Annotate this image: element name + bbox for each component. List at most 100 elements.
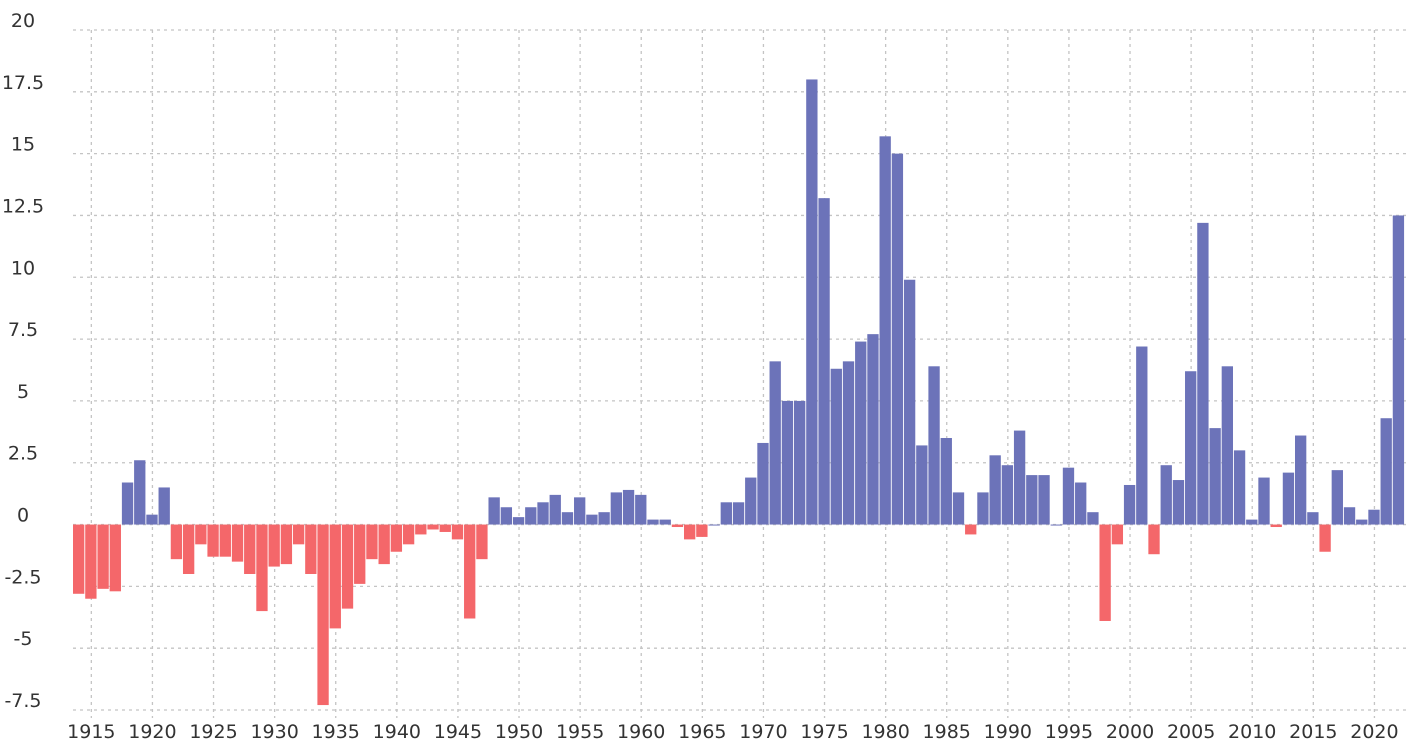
bar-2003	[1160, 465, 1172, 525]
bar-1998	[1099, 524, 1111, 621]
bar-1932	[292, 524, 305, 545]
bar-2008	[1221, 366, 1233, 525]
bar-1917	[109, 524, 121, 592]
x-tick-label: 1950	[495, 721, 543, 743]
bar-1947	[476, 524, 488, 560]
x-tick-label: 1990	[984, 721, 1032, 743]
bar-1918	[121, 482, 134, 525]
x-tick-label: 1960	[617, 721, 665, 743]
x-tick-label: 1930	[250, 721, 298, 743]
bar-2002	[1148, 524, 1160, 555]
bar-1990	[1001, 465, 1014, 525]
bar-1939	[378, 524, 390, 565]
bar-2017	[1331, 470, 1343, 525]
y-tick-label: 5	[17, 381, 29, 403]
bar-1922	[170, 524, 183, 560]
bar-2022	[1392, 215, 1405, 525]
bar-1942	[415, 524, 427, 535]
bar-1938	[366, 524, 378, 560]
bar-1960	[635, 494, 647, 525]
bar-1919	[134, 460, 146, 525]
bar-1923	[182, 524, 195, 574]
y-tick-label: 17.5	[2, 72, 44, 94]
x-tick-label: 2010	[1228, 721, 1276, 743]
x-tick-label: 1940	[373, 721, 421, 743]
bar-2000	[1123, 484, 1136, 525]
bar-1954	[561, 512, 574, 525]
bar-1965	[696, 524, 708, 537]
bar-1926	[219, 524, 231, 557]
bar-1987	[965, 524, 977, 535]
bar-1959	[622, 489, 635, 525]
x-tick-label: 2020	[1350, 721, 1398, 743]
bar-1991	[1013, 430, 1026, 525]
bar-1983	[916, 445, 928, 525]
bar-2014	[1295, 435, 1307, 525]
y-tick-label: 20	[11, 10, 35, 32]
x-tick-label: 1985	[923, 721, 971, 743]
bar-1915	[85, 524, 97, 599]
y-tick-label: 2.5	[8, 443, 38, 465]
bar-1971	[769, 361, 781, 525]
bar-1950	[512, 517, 525, 525]
y-tick-label: 7.5	[8, 319, 38, 341]
y-tick-label: -5	[14, 628, 33, 650]
bar-1930	[268, 524, 280, 567]
y-tick-label: 10	[11, 257, 35, 279]
bar-1958	[610, 492, 622, 525]
bar-1976	[830, 368, 842, 525]
bar-1978	[855, 341, 867, 525]
x-tick-label: 2000	[1106, 721, 1154, 743]
bar-1949	[500, 507, 513, 525]
bar-1968	[732, 502, 745, 525]
y-tick-label: 12.5	[2, 195, 44, 217]
bar-2018	[1343, 507, 1356, 525]
bar-1937	[354, 524, 366, 584]
bar-2019	[1356, 519, 1368, 525]
bar-1934	[317, 524, 329, 706]
chart-bars	[73, 79, 1405, 706]
bar-2009	[1233, 450, 1246, 525]
bar-2006	[1197, 222, 1209, 525]
bar-1999	[1111, 524, 1124, 545]
x-axis: 1915 1920 1925 1930 1935 1940 1945 1950 1955 1960…	[67, 721, 1398, 743]
x-tick-label: 2005	[1167, 721, 1215, 743]
bar-1988	[977, 492, 989, 525]
bar-1943	[427, 524, 439, 530]
x-tick-label: 1995	[1045, 721, 1093, 743]
x-tick-label: 1980	[861, 721, 909, 743]
bar-1961	[647, 519, 659, 525]
bar-1925	[207, 524, 219, 557]
bar-2021	[1380, 418, 1392, 525]
bar-1929	[256, 524, 268, 612]
bar-1981	[891, 153, 904, 525]
bar-1952	[537, 502, 549, 525]
bar-2013	[1282, 472, 1295, 525]
x-tick-label: 1915	[67, 721, 115, 743]
bar-2011	[1258, 477, 1270, 525]
bar-1956	[586, 514, 598, 525]
x-tick-label: 1935	[312, 721, 360, 743]
bar-1993	[1038, 475, 1050, 525]
bar-2010	[1246, 519, 1258, 525]
bar-1980	[879, 136, 891, 525]
bar-1973	[793, 400, 806, 525]
bar-1957	[598, 512, 610, 525]
bar-1931	[280, 524, 293, 565]
y-axis: 20 17.5 15 12.5 10 7.5 5 2.5 0 -2.5 -5 -7.5	[2, 10, 44, 712]
bar-1994	[1050, 524, 1062, 526]
x-tick-label: 1920	[128, 721, 176, 743]
bar-1944	[439, 524, 451, 532]
bar-2001	[1136, 346, 1148, 525]
bar-1955	[574, 497, 586, 525]
bar-1963	[671, 524, 684, 528]
bar-1997	[1087, 512, 1099, 525]
bar-2016	[1319, 524, 1331, 552]
bar-1936	[341, 524, 354, 609]
bar-1924	[195, 524, 207, 545]
x-tick-label: 1965	[678, 721, 726, 743]
bar-1945	[451, 524, 464, 540]
bar-1964	[684, 524, 696, 540]
bar-1975	[818, 198, 830, 525]
